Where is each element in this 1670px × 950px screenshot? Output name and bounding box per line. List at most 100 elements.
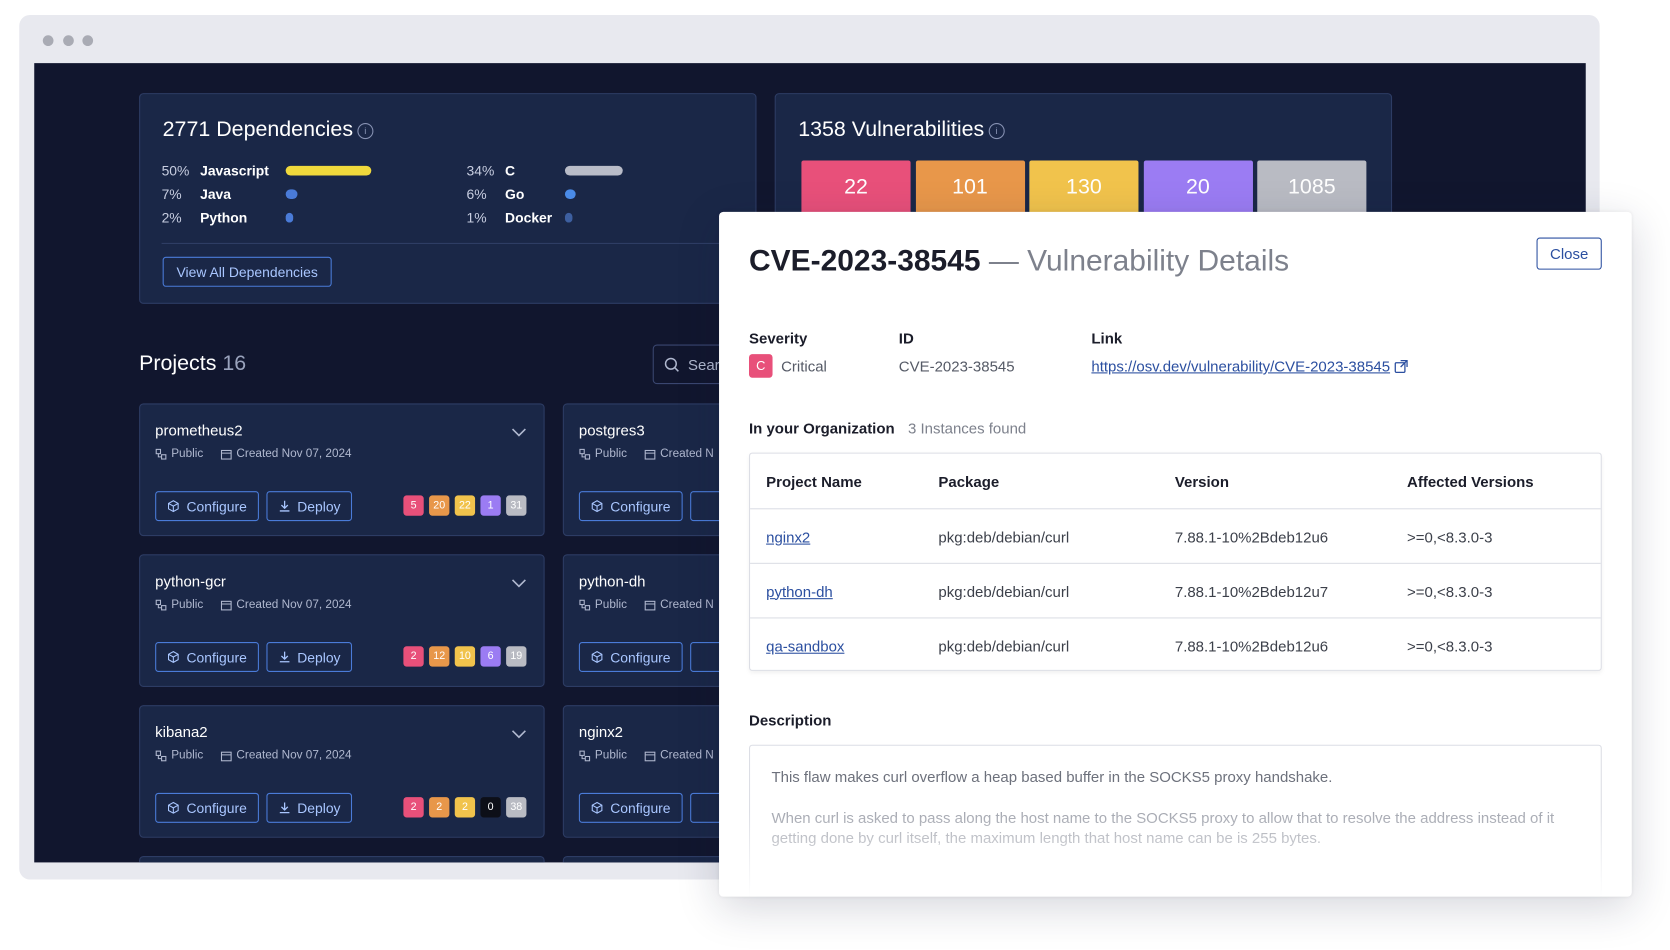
- project-card: prometheus2 Public Created Nov 07, 2024 Con…: [139, 403, 545, 537]
- visibility: Public: [594, 447, 627, 461]
- deploy-label: Deploy: [297, 648, 341, 666]
- table-row: python-dh pkg:deb/debian/curl 7.88.1-10%2B…: [750, 562, 1601, 619]
- external-link-icon: [1394, 359, 1408, 373]
- calendar-icon: [220, 448, 232, 460]
- configure-button[interactable]: Configure: [155, 642, 259, 672]
- window-dot: [42, 35, 54, 47]
- project-name[interactable]: prometheus2: [155, 421, 243, 439]
- project-name[interactable]: python-gcr: [155, 572, 226, 590]
- org-header: In your Organization 3 Instances found: [749, 419, 1026, 438]
- language-share: 7%: [161, 186, 182, 203]
- column-header: Package: [938, 472, 1000, 490]
- severity-badge: 2: [403, 797, 424, 818]
- calendar-icon: [644, 750, 656, 762]
- severity-badge: 6: [480, 646, 501, 667]
- configure-button[interactable]: Configure: [155, 491, 259, 522]
- severity-badge: 38: [506, 797, 527, 818]
- configure-button[interactable]: Configure: [578, 642, 683, 672]
- projects-label: Projects: [139, 352, 217, 376]
- table-cell: >=0,<8.3.0-3: [1407, 582, 1493, 600]
- project-name[interactable]: kibana2: [155, 723, 208, 741]
- chevron[interactable]: [511, 575, 526, 594]
- org-label: In your Organization: [749, 419, 895, 437]
- window-dot: [82, 35, 94, 47]
- project-card: kibana2 Public Created Nov 07, 2024 Configu…: [139, 705, 545, 838]
- cube-icon: [167, 500, 180, 513]
- configure-label: Configure: [186, 498, 247, 515]
- configure-button[interactable]: Configure: [578, 792, 683, 823]
- dependencies-count: 2771: [162, 117, 211, 142]
- project-link[interactable]: qa-sandbox: [766, 637, 845, 655]
- language-name: Docker: [505, 209, 553, 226]
- created-date: Created N: [660, 447, 714, 461]
- project-meta: Public Created N: [579, 447, 714, 460]
- visibility: Public: [171, 447, 204, 461]
- severity-value: C Critical: [749, 354, 827, 378]
- project-card: [139, 856, 545, 863]
- table-cell: pkg:deb/debian/curl: [938, 528, 1070, 546]
- deploy-button[interactable]: Deploy: [266, 792, 353, 823]
- severity-count: 1085: [1257, 160, 1367, 215]
- language-share: 2%: [161, 209, 182, 226]
- severity-count: 101: [915, 160, 1025, 215]
- project-name[interactable]: python-dh: [578, 572, 646, 590]
- project-name[interactable]: nginx2: [578, 723, 624, 741]
- id-value: CVE-2023-38545: [898, 357, 1015, 375]
- project-name[interactable]: postgres3: [578, 421, 645, 439]
- column-header: Project Name: [766, 472, 862, 490]
- osv-link[interactable]: https://osv.dev/vulnerability/CVE-2023-3…: [1091, 357, 1391, 375]
- close-button[interactable]: Close: [1536, 237, 1602, 270]
- chevron[interactable]: [511, 725, 526, 744]
- dependencies-label: Dependencies: [216, 117, 354, 142]
- created-date: Created Nov 07, 2024: [236, 598, 352, 611]
- severity-badge: 1: [480, 495, 501, 516]
- calendar-icon: [220, 599, 232, 611]
- dependencies-card: 2771 Dependencies i View All Dependencies…: [139, 93, 757, 304]
- project-link[interactable]: python-dh: [766, 582, 833, 600]
- dependencies-title: 2771 Dependencies i: [163, 118, 374, 143]
- download-icon: [278, 651, 291, 664]
- severity-badge: C: [749, 354, 773, 378]
- configure-button[interactable]: Configure: [155, 792, 259, 823]
- cube-icon: [591, 651, 604, 664]
- language-share: 6%: [466, 186, 487, 203]
- id-label: ID: [898, 329, 914, 347]
- language-share: 34%: [466, 162, 495, 179]
- deploy-button[interactable]: Deploy: [266, 491, 353, 522]
- cube-icon: [167, 801, 180, 814]
- visibility: Public: [594, 598, 627, 611]
- calendar-icon: [644, 448, 656, 460]
- project-meta: Public Created N: [579, 598, 714, 611]
- instances-table: Project Name Package Version Affected Versi…: [749, 452, 1602, 673]
- cube-icon: [591, 500, 604, 513]
- project-link[interactable]: nginx2: [766, 528, 811, 546]
- view-dependencies-button[interactable]: View All Dependencies: [162, 256, 332, 287]
- table-row: nginx2 pkg:deb/debian/curl 7.88.1-10%2Bdeb…: [750, 508, 1601, 564]
- severity-badge: 10: [454, 646, 476, 667]
- description-label: Description: [749, 711, 832, 729]
- created-date: Created Nov 07, 2024: [236, 447, 352, 461]
- info-icon: i: [357, 123, 374, 140]
- visibility-icon: [579, 448, 591, 460]
- language-name: Java: [200, 186, 232, 203]
- configure-label: Configure: [610, 799, 671, 816]
- modal-title: CVE-2023-38545 — Vulnerability Details: [749, 244, 1289, 278]
- vulnerabilities-label: Vulnerabilities: [851, 117, 985, 142]
- description-paragraph: This flaw makes curl overflow a heap bas…: [771, 768, 1333, 786]
- visibility-icon: [155, 750, 167, 762]
- severity-badge: 20: [429, 495, 450, 516]
- language-bar: [285, 189, 298, 200]
- chevron[interactable]: [511, 424, 526, 443]
- visibility: Public: [594, 749, 627, 762]
- language-share: 1%: [466, 209, 487, 226]
- language-bar: [564, 189, 576, 200]
- modal-subtitle: — Vulnerability Details: [988, 243, 1290, 278]
- deploy-button[interactable]: Deploy: [266, 642, 353, 672]
- table-row: qa-sandbox pkg:deb/debian/curl 7.88.1-10%2…: [750, 617, 1601, 673]
- download-icon: [278, 500, 291, 513]
- severity-count: 130: [1029, 160, 1139, 215]
- visibility: Public: [171, 749, 204, 762]
- cube-icon: [167, 651, 180, 664]
- configure-button[interactable]: Configure: [578, 491, 683, 522]
